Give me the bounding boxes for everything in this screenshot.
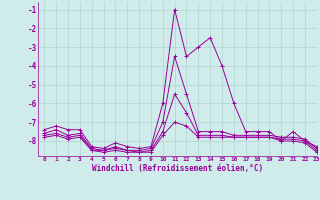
X-axis label: Windchill (Refroidissement éolien,°C): Windchill (Refroidissement éolien,°C) xyxy=(92,164,263,173)
